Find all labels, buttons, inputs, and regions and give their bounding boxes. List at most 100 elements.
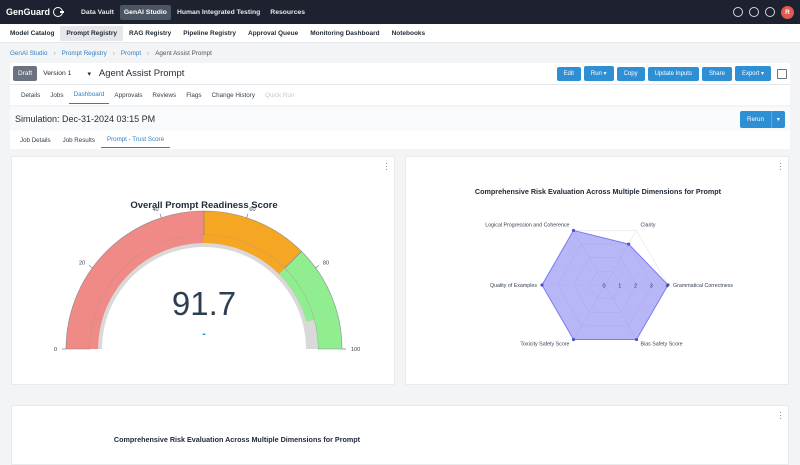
brand-name: GenGuard [6, 7, 51, 17]
run-label: Run [590, 71, 602, 77]
radar-scale-label: 3 [650, 284, 653, 290]
breadcrumb-item-prompt[interactable]: Prompt [120, 49, 142, 57]
result-tabs: Job Details Job Results Prompt - Trust Sco… [10, 131, 790, 149]
help-icon[interactable] [733, 7, 743, 17]
tab-dashboard[interactable]: Dashboard [68, 86, 110, 104]
gauge-value-band-2 [278, 268, 315, 322]
risk-radar-card: · · · Comprehensive Risk Evaluation Across… [405, 156, 789, 385]
gauge-value-band-0 [90, 235, 204, 349]
gauge-tick-label: 60 [249, 207, 255, 213]
subtab-prompt-trust-score[interactable]: Prompt - Trust Score [100, 132, 171, 148]
subtab-job-details[interactable]: Job Details [20, 136, 51, 144]
radar-category-label: Toxicity Safety Score [520, 341, 569, 347]
version-select[interactable]: Version 1 ▾ [37, 67, 97, 81]
tab-change-history[interactable]: Change History [211, 91, 255, 99]
gauge-tick [315, 265, 320, 269]
subnav-item-approval-queue[interactable]: Approval Queue [248, 29, 299, 37]
topnav-item-resources[interactable]: Resources [270, 8, 306, 16]
topnav-item-genai-studio[interactable]: GenAI Studio [119, 4, 171, 20]
radar-category-label: Grammatical Correctness [673, 283, 733, 289]
risk-radar-chart: Comprehensive Risk Evaluation Across Mul… [475, 187, 733, 347]
subnav-item-monitoring-dashboard[interactable]: Monitoring Dashboard [310, 29, 380, 37]
chevron-down-icon[interactable]: ▾ [770, 110, 785, 128]
breadcrumb-item-genai-studio[interactable]: GenAI Studio [10, 49, 48, 57]
prompt-header: Draft Version 1 ▾ Agent Assist Prompt Ed… [10, 63, 790, 85]
radar-point [627, 242, 631, 246]
radar-point [540, 283, 544, 287]
gauge-tick [159, 213, 162, 218]
export-button[interactable]: Export ▾ [734, 66, 771, 81]
gauge-dash: - [202, 328, 206, 340]
risk-evaluation-card: · · · Comprehensive Risk Evaluation Across… [11, 405, 789, 465]
gauge-tick-label: 80 [323, 261, 329, 267]
radar-scale-label: 0 [602, 284, 605, 290]
rerun-button[interactable]: Rerun ▾ [740, 110, 785, 128]
chevron-down-icon: ▾ [759, 71, 764, 77]
sub-nav: Model Catalog Prompt Registry RAG Registry… [0, 24, 800, 43]
radar-title: Comprehensive Risk Evaluation Across Mul… [475, 187, 722, 196]
chevron-right-icon: › [147, 49, 150, 57]
rerun-label: Rerun [747, 115, 764, 123]
share-label: Share [708, 70, 725, 77]
radar-category-label: Clarity [641, 223, 656, 229]
top-nav: Data Vault GenAI Studio Human Integrated T… [77, 4, 309, 20]
trash-icon[interactable] [777, 68, 787, 79]
radar-category-label: Logical Progression and Coherence [485, 223, 569, 229]
breadcrumb: GenAI Studio › Prompt Registry › Prompt › Agen… [0, 43, 800, 63]
chevron-down-icon: ▾ [87, 70, 91, 78]
topnav-item-data-vault[interactable]: Data Vault [81, 8, 114, 16]
subnav-item-model-catalog[interactable]: Model Catalog [10, 29, 55, 37]
gauge-tick [246, 213, 249, 218]
radar-category-label: Quality of Examples [490, 283, 537, 289]
subnav-item-rag-registry[interactable]: RAG Registry [129, 29, 172, 37]
export-label: Export [741, 71, 760, 77]
tab-details[interactable]: Details [21, 91, 41, 99]
tab-reviews[interactable]: Reviews [152, 91, 177, 99]
edit-button[interactable]: Edit [556, 66, 581, 81]
breadcrumb-item-prompt-registry[interactable]: Prompt Registry [61, 49, 107, 57]
subnav-item-notebooks[interactable]: Notebooks [391, 29, 426, 37]
radar-point [666, 283, 670, 287]
topnav-item-human-integrated-testing[interactable]: Human Integrated Testing [176, 8, 261, 16]
kebab-menu-icon[interactable]: · · · [385, 159, 388, 174]
tab-flags[interactable]: Flags [186, 91, 202, 99]
gauge-track [90, 235, 318, 349]
gauge-tick-label: 0 [54, 347, 57, 353]
gauge-tick [88, 265, 93, 269]
radar-scale-label: 2 [634, 284, 637, 290]
radar-scale-label: 1 [618, 284, 621, 290]
copy-button[interactable]: Copy [616, 66, 645, 81]
chevron-down-icon: ▾ [601, 71, 607, 77]
edit-label: Edit [563, 70, 574, 77]
kebab-menu-icon[interactable]: · · · [779, 159, 782, 174]
subnav-item-prompt-registry[interactable]: Prompt Registry [60, 25, 123, 41]
brand-logo-icon [53, 7, 65, 17]
radar-point [571, 337, 576, 342]
kebab-menu-icon[interactable]: · · · [779, 408, 782, 423]
gauge-tick-label: 20 [79, 261, 85, 267]
gauge-value: 91.7 [172, 285, 236, 322]
brand-logo[interactable]: GenGuard [6, 7, 65, 17]
subnav-item-pipeline-registry[interactable]: Pipeline Registry [183, 29, 237, 37]
readiness-gauge-card: · · · Overall Prompt Readiness Score 0 20 40… [11, 156, 395, 385]
settings-icon[interactable] [765, 7, 775, 17]
chevron-right-icon: › [53, 49, 56, 57]
bell-icon[interactable] [749, 7, 759, 17]
prompt-tabs: Details Jobs Dashboard Approvals Reviews Flag… [10, 85, 790, 105]
tab-approvals[interactable]: Approvals [114, 91, 143, 99]
share-button[interactable]: Share [701, 66, 732, 81]
update-inputs-button[interactable]: Update Inputs [647, 66, 699, 81]
gauge-band-0 [65, 210, 205, 350]
risk-evaluation-title: Comprehensive Risk Evaluation Across Mul… [113, 435, 361, 444]
simulation-title: Simulation: Dec-31-2024 03:15 PM [15, 114, 156, 124]
gauge-title: Overall Prompt Readiness Score [130, 200, 277, 211]
run-button[interactable]: Run ▾ [583, 66, 614, 81]
breadcrumb-item-agent-assist-prompt: Agent Assist Prompt [155, 49, 212, 57]
gauge-tick-label: 40 [152, 207, 158, 213]
page-title: Agent Assist Prompt [98, 68, 185, 79]
tab-jobs[interactable]: Jobs [50, 91, 64, 99]
top-bar: GenGuard Data Vault GenAI Studio Human Int… [0, 0, 800, 24]
subtab-job-results[interactable]: Job Results [62, 136, 95, 144]
readiness-gauge: Overall Prompt Readiness Score 0 20 40 60 80… [54, 200, 360, 353]
avatar[interactable]: R [781, 5, 794, 19]
